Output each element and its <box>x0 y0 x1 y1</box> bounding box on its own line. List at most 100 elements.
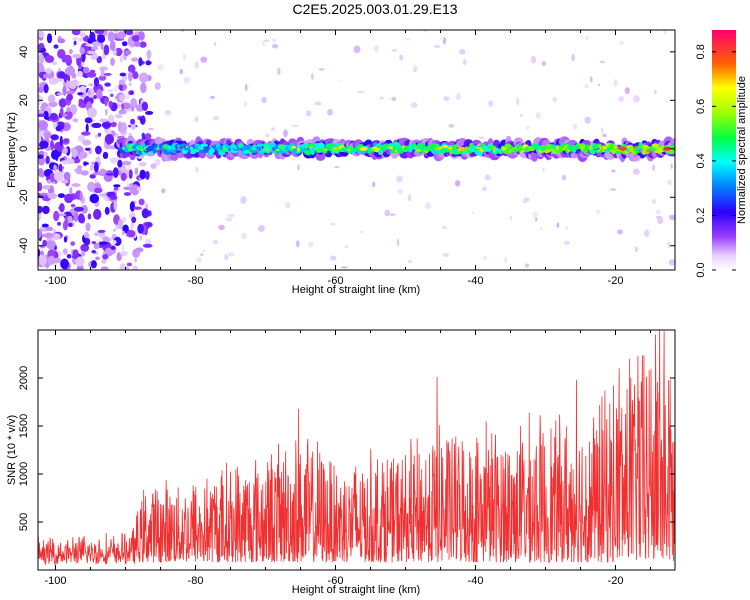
spectrogram-cell <box>137 31 145 41</box>
spectrogram-cell <box>213 42 216 46</box>
spectrogram-cell <box>142 243 153 248</box>
snr-xtick-label: -100 <box>44 575 66 587</box>
spectrogram-cell <box>69 104 78 115</box>
spectrogram-cell <box>115 113 123 119</box>
colorbar-label: Normalized spectral amplitude <box>736 76 748 224</box>
spectrogram-cell <box>379 97 384 100</box>
spectrogram-cell <box>89 31 96 43</box>
spectrogram-cell <box>66 90 74 96</box>
snr-series-line <box>38 330 675 565</box>
spectrogram-cell <box>66 106 71 113</box>
spectrogram-cell <box>49 172 55 183</box>
spectrogram-cell <box>651 199 657 204</box>
spectrogram-cell <box>305 110 312 117</box>
spectrogram-cell <box>68 80 77 90</box>
snr-ytick-label: 1000 <box>18 462 30 486</box>
spectrogram-cell <box>89 174 96 179</box>
snr-ytick-label: 1500 <box>18 414 30 438</box>
spectrogram-cell <box>117 159 123 168</box>
spectrogram-cell <box>327 109 333 116</box>
spectrogram-cell <box>667 241 671 248</box>
spectrogram-cell <box>42 185 51 190</box>
spectrogram-panel: -100 -80 -60 -40 -20 40 20 0 -20 -40 Height of st… <box>6 29 676 296</box>
spectrogram-cell <box>38 205 43 214</box>
spectrogram-cell <box>62 248 68 255</box>
spectrogram-cell <box>334 148 340 153</box>
spectrogram-cell <box>291 145 297 149</box>
spectrogram-cell <box>42 239 47 247</box>
spectrogram-cell <box>57 221 61 226</box>
spectrogram-cell <box>144 203 149 210</box>
spectrogram-cell <box>104 134 115 145</box>
spectrogram-cell <box>54 171 64 182</box>
spectrogram-cell <box>415 149 422 152</box>
spectrogram-cell <box>120 250 128 257</box>
spectrogram-frame <box>37 29 676 271</box>
spectrogram-cell <box>285 201 291 209</box>
spectrogram-cell <box>87 181 96 192</box>
spectrogram-cell <box>425 202 432 209</box>
snr-ticks: -100 -80 -60 -40 -20 500 1000 1500 2000 <box>18 330 675 587</box>
spectrogram-cell <box>667 150 675 155</box>
spectrogram-cell <box>80 243 90 252</box>
spectrogram-cell <box>72 158 81 164</box>
spectrogram-cell <box>113 30 119 33</box>
spectrogram-cell <box>520 149 525 153</box>
spectrogram-cell <box>618 40 625 46</box>
spectrogram-cell <box>110 57 115 66</box>
spectrogram-cell <box>95 145 102 155</box>
spectrogram-cell <box>93 171 100 176</box>
spectrogram-cell <box>93 77 100 87</box>
spectrogram-cell <box>57 213 67 217</box>
spectrogram-cell <box>132 248 141 258</box>
spectrogram-cell <box>125 30 133 36</box>
spectrogram-cell <box>596 143 603 149</box>
spectrogram-cell <box>116 252 122 262</box>
spectrogram-cell <box>145 170 150 180</box>
spectrogram-cell <box>99 118 109 123</box>
spectrogram-cell <box>443 36 446 45</box>
spectrogram-cell <box>169 149 178 153</box>
spectrogram-cell <box>624 87 630 95</box>
spectrogram-cell <box>97 132 102 137</box>
spectrogram-cell <box>113 228 116 232</box>
spectrogram-cell <box>564 240 570 245</box>
spectrogram-cell <box>613 79 618 87</box>
spectrogram-cell <box>89 164 94 171</box>
spectrogram-cell <box>108 100 113 108</box>
spectrogram-cell <box>600 60 605 64</box>
spectrogram-cell <box>77 92 84 96</box>
spectrogram-cell <box>78 98 84 105</box>
spectrogram-cell <box>590 76 593 83</box>
spectrogram-cell <box>141 101 148 112</box>
spectrogram-cell <box>137 145 143 149</box>
spectrogram-cell <box>314 101 322 106</box>
spectrogram-cell <box>552 96 558 103</box>
spectrogram-cell <box>87 107 97 118</box>
snr-panel: -100 -80 -60 -40 -20 500 1000 1500 2000 Height o… <box>6 329 676 596</box>
spectrogram-cell <box>85 222 91 232</box>
spectrogram-cell <box>71 149 79 158</box>
spectrogram-cell <box>53 164 57 172</box>
spectrogram-cell <box>455 92 461 101</box>
spectrogram-cell <box>200 56 208 63</box>
spectrogram-cell <box>360 230 363 233</box>
spectrogram-cell <box>129 201 135 212</box>
spectrogram-cell <box>459 48 466 55</box>
spectrogram-cell <box>50 134 59 141</box>
spectrogram-cell <box>109 195 118 200</box>
snr-frame <box>37 329 676 571</box>
spectrogram-cell <box>46 179 52 184</box>
colorbar-gradient <box>712 30 736 270</box>
spectrogram-cell <box>58 163 63 173</box>
spectrogram-cell <box>98 241 108 245</box>
spectrogram-cell <box>84 117 93 124</box>
spectrogram-cell <box>359 146 368 151</box>
spectrogram-cell <box>121 243 125 252</box>
spectrogram-cell <box>399 54 404 61</box>
spectrogram-cell <box>68 222 73 228</box>
spectrogram-cell <box>91 41 102 47</box>
spectrogram-cell <box>608 143 616 147</box>
spectrogram-cell <box>91 249 96 254</box>
spectrogram-cell <box>330 222 336 226</box>
